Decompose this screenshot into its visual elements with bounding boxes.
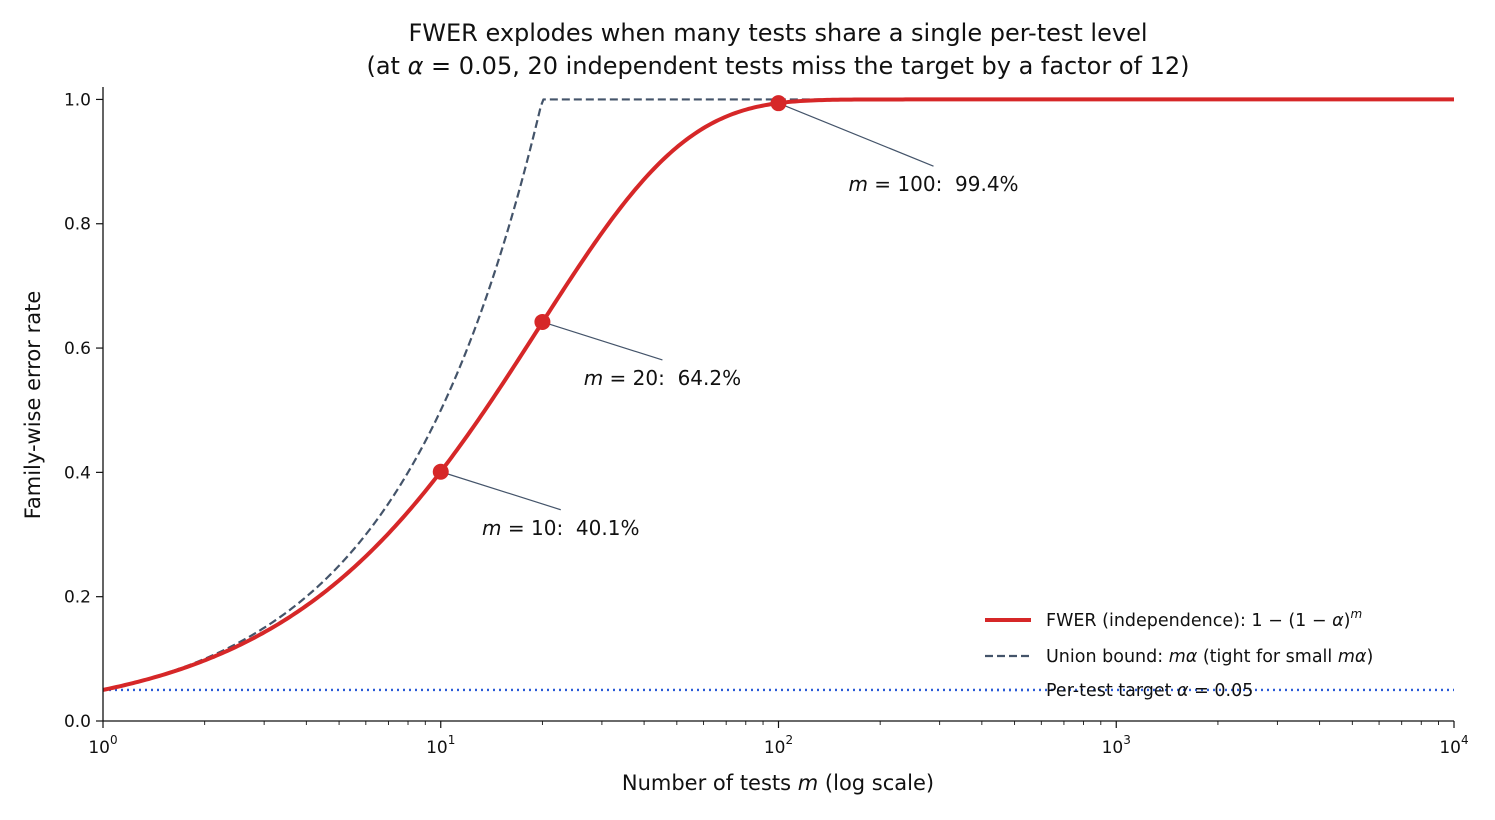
y-tick-label: 0.2 [64,588,91,608]
annotation-leader [542,321,663,361]
annotation-leader [440,471,561,511]
y-tick-label: 0.0 [64,712,91,732]
y-tick-label: 0.8 [64,215,91,235]
legend-label-fwer: FWER (independence): 1 − (1 − α)m [1046,607,1362,631]
y-tick-label: 0.6 [64,339,91,359]
legend-label-target: Per-test target α = 0.05 [1046,681,1253,701]
legend: FWER (independence): 1 − (1 − α)m Union … [985,607,1373,701]
annotation-leader [778,102,934,167]
annotation-label: m = 10: 40.1% [482,516,639,540]
highlight-marker [770,95,787,112]
chart-title-line-2: (at α = 0.05, 20 independent tests miss … [366,52,1189,80]
legend-label-union: Union bound: mα (tight for small mα) [1046,647,1373,667]
highlight-marker [534,313,551,330]
series-line-union-bound [102,98,1454,691]
x-tick-label: 103 [1102,733,1131,758]
annotation-label: m = 100: 99.4% [848,172,1018,196]
x-tick-label: 101 [426,733,455,758]
x-tick-label: 102 [764,733,793,758]
ticks-layer: 0.0 0.2 0.4 0.6 0.8 1.0 100 101 102 103 104 [64,90,1469,758]
highlight-marker [432,463,449,480]
x-tick-label: 104 [1439,733,1468,758]
y-tick-label: 0.4 [64,463,91,483]
curves-layer [102,97,1454,692]
x-tick-label: 100 [88,733,117,758]
annotation-label: m = 20: 64.2% [584,366,741,390]
chart-title-line-1: FWER explodes when many tests share a si… [408,19,1147,47]
y-axis-label: Family-wise error rate [21,291,45,520]
x-axis-label: Number of tests m (log scale) [622,771,934,795]
series-line-fwer [102,97,1454,692]
y-tick-label: 1.0 [64,90,91,110]
annotations-layer: m = 10: 40.1% m = 20: 64.2% m = 100: 99.4% [432,95,1019,540]
